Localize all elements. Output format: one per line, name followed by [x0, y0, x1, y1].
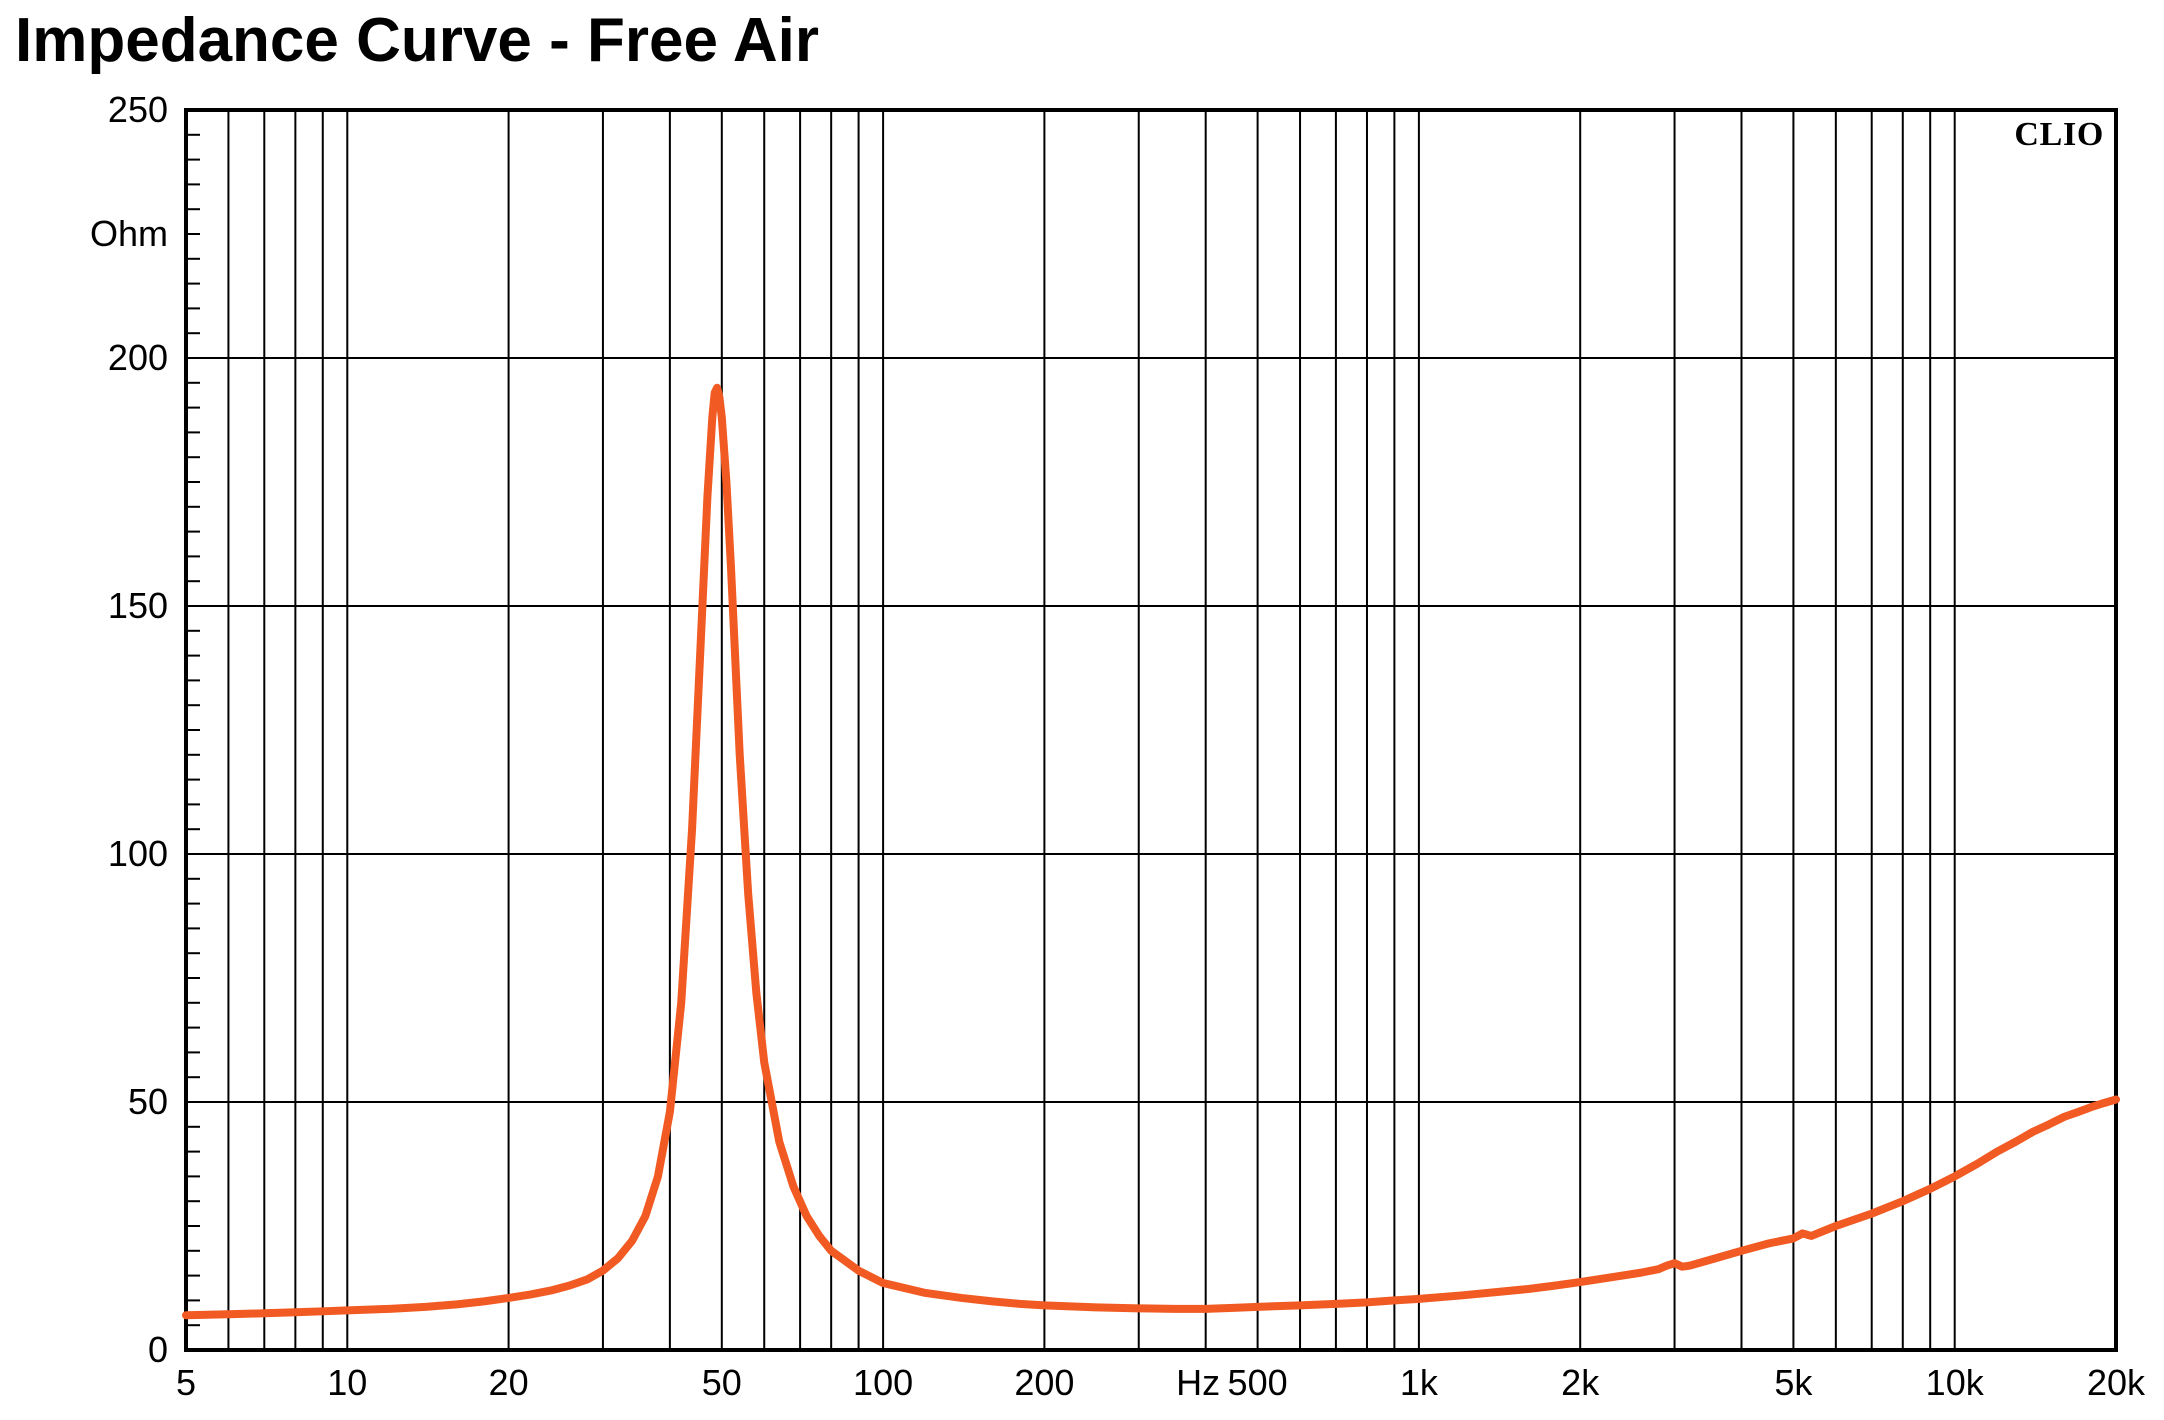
impedance-chart	[0, 0, 2164, 1420]
y-tick-label: 200	[108, 337, 168, 379]
x-tick-label: 20	[489, 1362, 529, 1404]
y-tick-label: 100	[108, 833, 168, 875]
x-tick-label: 50	[702, 1362, 742, 1404]
x-tick-label: 1k	[1400, 1362, 1438, 1404]
y-axis-unit-label: Ohm	[90, 213, 168, 255]
x-tick-label: 5k	[1774, 1362, 1812, 1404]
x-tick-label: 10k	[1926, 1362, 1984, 1404]
clio-watermark: CLIO	[2014, 116, 2104, 154]
x-tick-label: 100	[853, 1362, 913, 1404]
y-tick-label: 250	[108, 89, 168, 131]
x-tick-label: 5	[176, 1362, 196, 1404]
y-tick-label: 150	[108, 585, 168, 627]
y-tick-label: 0	[148, 1329, 168, 1371]
x-tick-label: 2k	[1561, 1362, 1599, 1404]
x-tick-label: 20k	[2087, 1362, 2145, 1404]
x-axis-unit-label: Hz	[1176, 1362, 1220, 1404]
page-root: Impedance Curve - Free Air CLIO 51020501…	[0, 0, 2164, 1420]
x-tick-label: 200	[1014, 1362, 1074, 1404]
y-tick-label: 50	[128, 1081, 168, 1123]
x-tick-label: 500	[1228, 1362, 1288, 1404]
x-tick-label: 10	[327, 1362, 367, 1404]
